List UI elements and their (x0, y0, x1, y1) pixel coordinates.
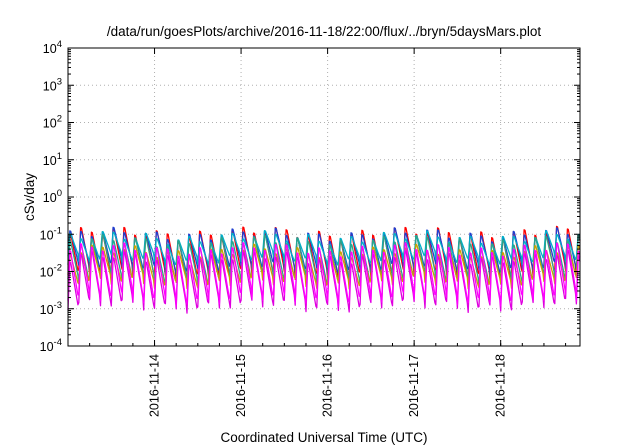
x-axis-label: Coordinated Universal Time (UTC) (220, 430, 427, 445)
y-tick-exponent: -1 (54, 225, 62, 236)
y-tick-label: 100 (43, 188, 62, 205)
x-tick-label: 2016-11-18 (494, 354, 508, 417)
x-tick-label: 2016-11-17 (407, 354, 421, 417)
y-tick-label: 10-3 (40, 300, 62, 317)
x-tick-label: 2016-11-15 (234, 354, 248, 417)
y-tick-label: 101 (43, 151, 62, 168)
y-tick-exponent: -4 (54, 337, 62, 348)
y-tick-label: 10-2 (40, 263, 62, 280)
grid-lines (68, 48, 580, 346)
y-tick-label: 103 (43, 76, 62, 93)
y-tick-base: 10 (43, 117, 57, 131)
y-tick-base: 10 (40, 303, 54, 317)
y-tick-base: 10 (40, 266, 54, 280)
y-tick-base: 10 (40, 228, 54, 242)
y-tick-base: 10 (43, 191, 57, 205)
data-series (67, 225, 581, 314)
y-axis-label: cSv/day (22, 173, 37, 221)
chart-title: /data/run/goesPlots/archive/2016-11-18/2… (107, 24, 541, 39)
y-tick-base: 10 (43, 154, 57, 168)
y-tick-label: 10-4 (40, 337, 62, 354)
y-tick-exponent: -2 (54, 263, 62, 274)
y-tick-base: 10 (40, 340, 54, 354)
y-tick-exponent: 4 (57, 39, 62, 50)
y-tick-exponent: 3 (57, 76, 62, 87)
y-tick-exponent: -3 (54, 300, 62, 311)
y-tick-base: 10 (43, 79, 57, 93)
series-line (67, 230, 581, 268)
y-tick-base: 10 (43, 42, 57, 56)
y-tick-label: 102 (43, 114, 62, 131)
y-tick-label: 104 (43, 39, 62, 56)
x-tick-label: 2016-11-16 (321, 354, 335, 417)
x-tick-label: 2016-11-14 (148, 354, 162, 417)
y-tick-exponent: 1 (57, 151, 62, 162)
y-tick-label: 10-1 (40, 225, 62, 242)
series-line (67, 242, 581, 308)
series-line (67, 234, 581, 288)
y-tick-exponent: 2 (57, 114, 62, 125)
y-tick-exponent: 0 (57, 188, 62, 199)
x-axis: 2016-11-14 2016-11-15 2016-11-16 2016-11-17… (67, 48, 567, 417)
